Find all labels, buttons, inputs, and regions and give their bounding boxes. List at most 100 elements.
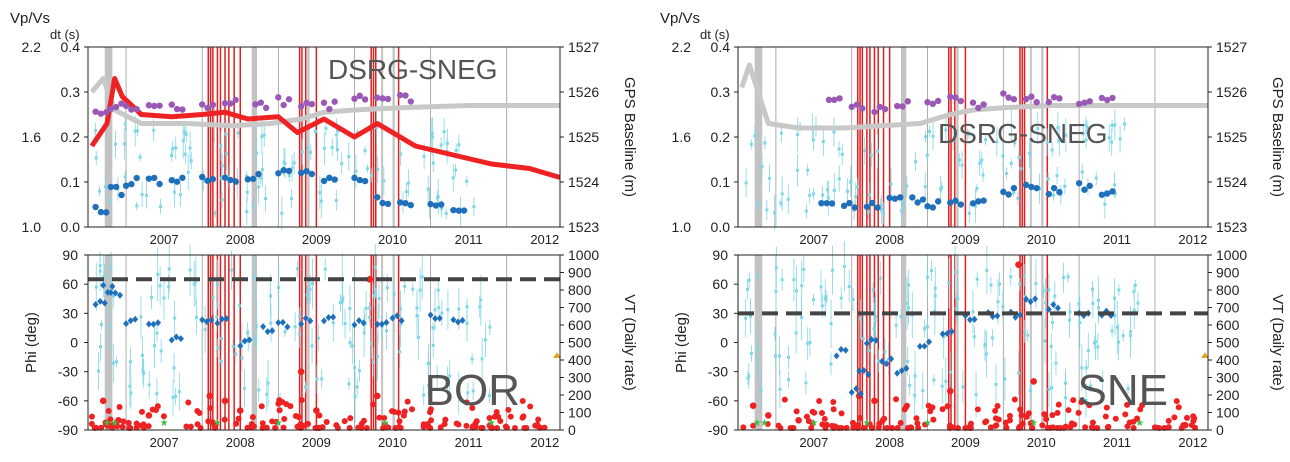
errorbar-point (940, 384, 944, 388)
errorbar-point (335, 147, 339, 151)
vpvs-axis-label: Vp/Vs (10, 10, 50, 27)
dt-point (851, 204, 858, 211)
dt-point (952, 197, 959, 204)
errorbar-point (747, 278, 751, 282)
vt-point (871, 397, 878, 405)
errorbar-point (159, 204, 163, 208)
errorbar-point (98, 189, 102, 193)
phi-point (1045, 305, 1052, 313)
errorbar-point (837, 177, 841, 181)
errorbar-point (802, 267, 806, 271)
errorbar-point (965, 132, 969, 136)
panel-top-right (734, 46, 1212, 231)
gps-tick-label: 1526 (1216, 84, 1247, 100)
errorbar-point (744, 316, 748, 320)
errorbar-point (147, 383, 151, 387)
errorbar-point (899, 209, 903, 213)
vt-point (479, 424, 486, 431)
gray-band (1029, 255, 1032, 430)
x-tick-label: 2009 (302, 435, 331, 450)
x-tick-label: 2010 (1027, 232, 1056, 247)
errorbar-point (259, 176, 263, 180)
gray-band (104, 47, 113, 227)
phi-tick-label: 60 (712, 276, 728, 292)
x-tick-label: 2008 (875, 435, 904, 450)
errorbar-point (1034, 282, 1038, 286)
vt-point (1006, 417, 1013, 424)
vt-point (994, 403, 1001, 410)
errorbar-point (293, 325, 297, 329)
x-tick-label: 2011 (1103, 435, 1131, 450)
vpvs-point (836, 95, 843, 102)
errorbar-point (431, 343, 435, 347)
errorbar-point (971, 310, 975, 314)
vt-point (838, 424, 845, 431)
dt-point (227, 176, 234, 184)
vt-point (1086, 402, 1093, 409)
errorbar-point (1061, 276, 1065, 280)
vt-point (1003, 424, 1010, 431)
errorbar-point (1009, 275, 1013, 279)
errorbar-point (1096, 298, 1100, 302)
errorbar-point (203, 328, 207, 332)
vt-point (463, 422, 470, 429)
vt-point (1029, 424, 1036, 431)
errorbar-point (746, 376, 750, 380)
errorbar-point (371, 360, 375, 364)
errorbar-point (876, 149, 880, 153)
errorbar-point (872, 327, 876, 331)
errorbar-point (1113, 192, 1117, 196)
dt-point (1033, 184, 1040, 192)
vpvs-tick-label: 1.6 (22, 129, 42, 145)
vt-point (358, 420, 365, 427)
errorbar-point (832, 130, 836, 134)
errorbar-point (153, 344, 157, 348)
errorbar-point (786, 197, 790, 201)
dt-point (924, 203, 931, 210)
errorbar-point (812, 192, 816, 196)
errorbar-point (956, 297, 960, 301)
errorbar-point (774, 289, 778, 293)
errorbar-point (780, 192, 784, 196)
errorbar-point (340, 161, 344, 165)
errorbar-point (370, 173, 374, 177)
vt-point (830, 406, 837, 413)
phi-point (872, 336, 879, 344)
vt-point (1181, 421, 1189, 429)
errorbar-point (240, 340, 244, 344)
vpvs-point (227, 100, 234, 107)
errorbar-point (343, 322, 347, 326)
dt-point (255, 170, 262, 178)
vt-point (280, 424, 287, 431)
errorbar-point (162, 296, 166, 300)
errorbar-point (824, 298, 828, 302)
vpvs-point (151, 102, 158, 110)
errorbar-point (780, 278, 784, 282)
phi-point (432, 315, 439, 323)
phi-point (394, 312, 401, 320)
vt-point (1089, 419, 1096, 426)
vt-point (1071, 421, 1078, 428)
errorbar-point (763, 141, 767, 145)
errorbar-point (1063, 184, 1067, 188)
vt-tick-label: 0 (568, 422, 576, 438)
errorbar-point (183, 152, 187, 156)
errorbar-point (767, 176, 771, 180)
vt-point (535, 416, 542, 423)
vt-point (88, 413, 95, 420)
errorbar-point (348, 307, 352, 311)
phi-point (284, 323, 291, 331)
phi-point (948, 328, 955, 336)
dt-point (275, 170, 282, 177)
panel-frame (737, 46, 1209, 228)
vt-point (382, 424, 389, 431)
errorbar-point (826, 188, 830, 192)
vpvs-point (1098, 94, 1106, 102)
dt-point (133, 174, 140, 182)
errorbar-point (418, 288, 422, 292)
phi-point (1023, 295, 1030, 303)
vt-tick-label: 300 (568, 370, 592, 386)
phi-point (1027, 298, 1034, 306)
errorbar-point (141, 369, 145, 373)
star-marker: ★ (752, 418, 761, 429)
